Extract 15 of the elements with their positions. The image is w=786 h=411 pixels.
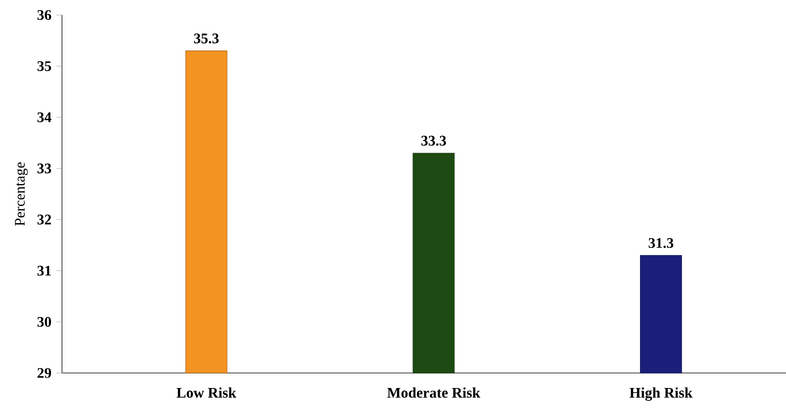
y-tick-label: 33 — [37, 164, 52, 174]
y-tick-label: 36 — [37, 10, 52, 20]
y-tick-label: 34 — [37, 112, 52, 122]
x-tick-label: High Risk — [630, 387, 693, 401]
y-tick-label: 29 — [38, 368, 52, 378]
y-tick-label: 35 — [37, 61, 52, 72]
x-tick-label: Low Risk — [176, 387, 236, 398]
data-label: 31.3 — [648, 238, 674, 248]
y-axis-title: Percentage — [15, 162, 28, 226]
y-tick-label: 31 — [37, 266, 51, 276]
y-tick-label: 32 — [37, 214, 51, 225]
x-tick-label: Moderate Risk — [387, 387, 480, 398]
data-label: 35.3 — [194, 34, 219, 44]
y-tick-label: 30 — [37, 316, 52, 327]
data-label: 33.3 — [421, 136, 446, 146]
